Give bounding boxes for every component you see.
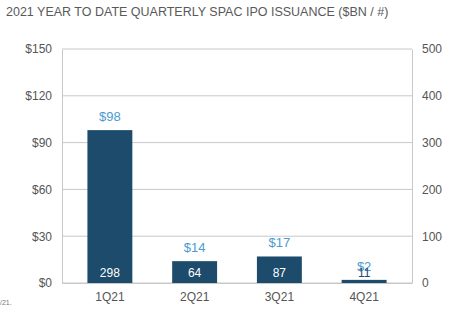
- count-label: 87: [273, 266, 287, 280]
- y-tick-label: $150: [25, 42, 52, 56]
- data-label: $98: [99, 109, 121, 124]
- x-tick-label: 3Q21: [265, 290, 295, 304]
- y-tick: $0: [39, 276, 62, 290]
- bars: [87, 130, 386, 283]
- count-label: 11: [358, 266, 371, 280]
- y2-tick: 300: [412, 136, 442, 150]
- x-tick: 1Q21: [95, 290, 125, 304]
- x-tick-label: 2Q21: [180, 290, 210, 304]
- bar: [257, 256, 302, 283]
- plot: $0 $30 $60 $90 $120 $150 0 100 200 300 400 500 1Q21 2…: [25, 42, 442, 303]
- y2-tick-label: 100: [422, 230, 442, 244]
- y2-tick-label: 400: [422, 89, 442, 103]
- y-tick-label: $0: [39, 276, 53, 290]
- y-tick-label: $60: [32, 183, 52, 197]
- y2-axis: 0 100 200 300 400 500: [412, 42, 442, 290]
- y-axis: $0 $30 $60 $90 $120 $150: [25, 42, 62, 290]
- x-tick-label: 4Q21: [349, 290, 379, 304]
- y-tick-label: $30: [32, 230, 52, 244]
- title: 2021 YEAR TO DATE QUARTERLY SPAC IPO ISS…: [6, 5, 388, 19]
- x-axis: 1Q21 2Q21 3Q21 4Q21: [63, 284, 413, 304]
- x-tick: 4Q21: [349, 290, 379, 304]
- y-tick-label: $90: [32, 136, 52, 150]
- y-tick-label: $120: [25, 89, 52, 103]
- grid-line: [62, 95, 412, 96]
- y2-tick: 500: [412, 42, 442, 56]
- y2-tick: 100: [412, 230, 442, 244]
- y2-tick-label: 300: [422, 136, 442, 150]
- chart: 2021 YEAR TO DATE QUARTERLY SPAC IPO ISS…: [0, 0, 468, 310]
- y-tick: $90: [32, 136, 62, 150]
- x-axis-line: [63, 283, 413, 284]
- bar: [87, 130, 132, 283]
- y2-tick: 200: [412, 183, 442, 197]
- grid-line: [62, 49, 412, 50]
- x-tick: 3Q21: [265, 290, 295, 304]
- data-label: $14: [184, 240, 206, 255]
- y2-tick: 400: [412, 89, 442, 103]
- y-tick: $150: [25, 42, 62, 56]
- y2-tick-label: 200: [422, 183, 442, 197]
- count-label: 64: [188, 266, 202, 280]
- x-tick-label: 1Q21: [95, 290, 125, 304]
- y-tick: $60: [32, 183, 62, 197]
- y2-axis-line: [412, 50, 413, 284]
- grid: [62, 49, 412, 283]
- bar: [172, 261, 217, 283]
- bar: [342, 280, 387, 283]
- footnote: /21.: [0, 299, 12, 306]
- y-tick: $30: [32, 230, 62, 244]
- y2-tick-label: 0: [422, 276, 429, 290]
- y2-tick-label: 500: [422, 42, 442, 56]
- data-label: $17: [269, 235, 291, 250]
- y2-tick: 0: [412, 276, 429, 290]
- x-tick: 2Q21: [180, 290, 210, 304]
- count-label: 298: [100, 266, 120, 280]
- y-axis-line: [62, 50, 63, 284]
- data-labels: $98$14$17$2: [99, 109, 371, 274]
- count-labels: 298 64 87 11: [100, 266, 371, 280]
- y-tick: $120: [25, 89, 62, 103]
